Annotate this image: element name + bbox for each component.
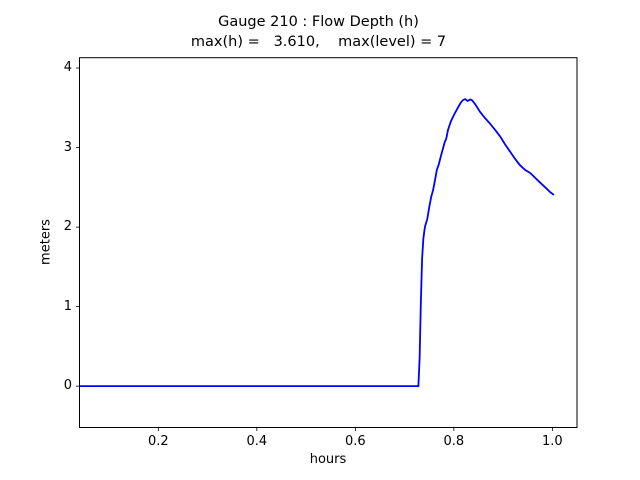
y-tick-label: 1 xyxy=(63,298,72,314)
x-tick-label: 1.0 xyxy=(542,434,563,449)
x-tick-label: 0.6 xyxy=(344,434,366,449)
y-tick-label: 4 xyxy=(63,60,72,76)
flow-depth-line xyxy=(79,98,555,388)
x-axis-label: hours xyxy=(309,452,347,467)
x-tick-label: 0.2 xyxy=(147,434,169,449)
x-tick-label: 0.8 xyxy=(443,434,465,449)
axes-frame xyxy=(79,57,578,428)
y-tick-label: 0 xyxy=(63,378,72,394)
chart-subtitle: max(h) = 3.610, max(level) = 7 xyxy=(190,34,447,50)
y-tick-label: 3 xyxy=(63,139,72,155)
x-tick-label: 0.4 xyxy=(246,434,268,449)
y-tick-label: 2 xyxy=(63,219,72,235)
chart-title: Gauge 210 : Flow Depth (h) xyxy=(218,14,419,30)
